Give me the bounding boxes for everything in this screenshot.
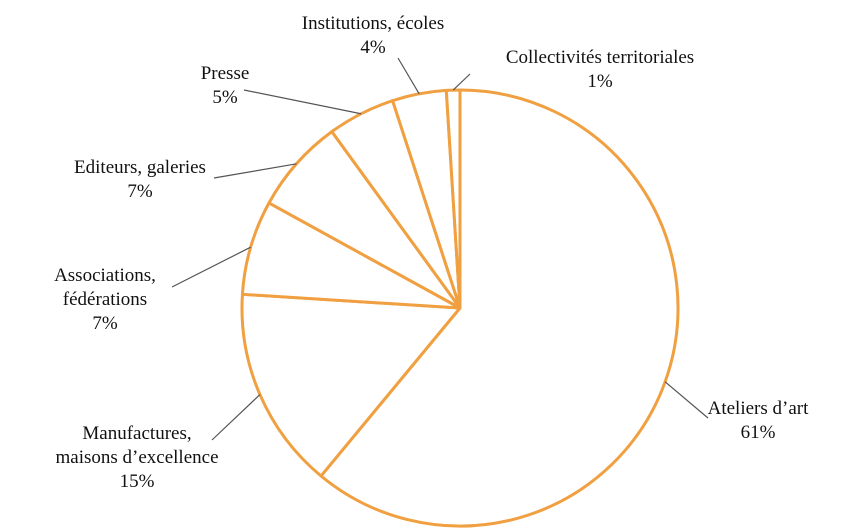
slice-label-text: Presse [200,63,250,84]
slice-label-text: fédérations [62,289,148,310]
leader-line [397,57,420,95]
slice-value-label: 61% [740,422,776,443]
slice-value-label: 15% [119,471,155,492]
slice-value-label: 5% [212,87,238,108]
leader-line [664,381,709,419]
slice-label-associations: Associations, fédérations 7% [20,264,190,336]
leader-line [211,394,261,441]
leader-line [243,89,362,115]
slice-label-text: Manufactures, [82,423,192,444]
slice-value-label: 4% [360,37,386,58]
slice-value-label: 7% [127,181,153,202]
slice-label-ateliers: Ateliers d’art 61% [688,397,828,445]
slice-label-editeurs: Editeurs, galeries 7% [40,156,240,204]
slice-value-label: 1% [587,71,613,92]
slice-label-text: Associations, [54,265,156,286]
slice-value-label: 7% [92,313,118,334]
pie-slice [240,292,462,478]
slice-label-collectivites: Collectivités territoriales 1% [465,46,735,94]
slice-label-text: Editeurs, galeries [74,157,206,178]
slice-label-manufactures: Manufactures, maisons d’excellence 15% [22,422,252,494]
slice-label-text: Ateliers d’art [707,398,809,419]
slice-label-institutions: Institutions, écoles 4% [268,12,478,60]
leader-line [452,73,471,91]
slice-label-text: Institutions, écoles [301,13,445,34]
leader-line [171,246,251,288]
slice-label-text: maisons d’excellence [55,447,219,468]
slice-label-presse: Presse 5% [170,62,280,110]
leader-line [213,163,297,179]
slice-label-text: Collectivités territoriales [505,47,695,68]
